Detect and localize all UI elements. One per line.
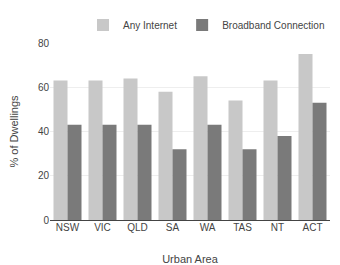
svg-text:Any Internet: Any Internet	[123, 20, 177, 31]
svg-text:60: 60	[38, 82, 50, 93]
svg-text:Broadband Connection: Broadband Connection	[222, 20, 324, 31]
svg-text:0: 0	[43, 215, 49, 226]
svg-text:ACT: ACT	[303, 222, 323, 233]
svg-text:Urban Area: Urban Area	[162, 253, 219, 265]
svg-text:40: 40	[38, 126, 50, 137]
svg-text:NSW: NSW	[56, 222, 80, 233]
svg-text:% of Dwellings: % of Dwellings	[8, 95, 20, 168]
svg-text:TAS: TAS	[233, 222, 252, 233]
svg-text:20: 20	[38, 170, 50, 181]
svg-text:WA: WA	[200, 222, 216, 233]
svg-text:QLD: QLD	[127, 222, 148, 233]
svg-text:SA: SA	[166, 222, 180, 233]
svg-text:VIC: VIC	[94, 222, 111, 233]
svg-text:80: 80	[38, 38, 50, 49]
svg-text:NT: NT	[271, 222, 284, 233]
